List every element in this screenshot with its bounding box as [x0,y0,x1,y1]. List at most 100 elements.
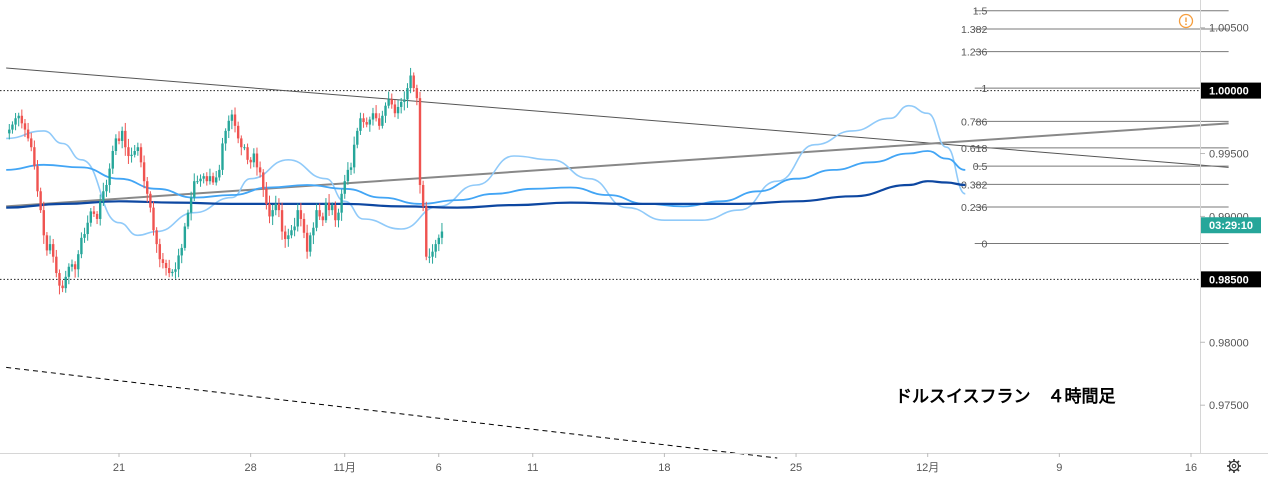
candle-body [331,205,334,211]
price-tick-label: 0.99500 [1209,149,1249,161]
candle [299,202,303,227]
candle-body [95,213,99,219]
candle-body [133,151,136,155]
candle [196,175,199,185]
candle [271,204,274,226]
candle-body [152,207,155,231]
candle [183,222,187,251]
candle-body [177,255,180,270]
price-label-box [1201,217,1261,234]
candle [421,180,425,212]
candle-body [8,129,11,134]
candle [243,144,246,151]
candle-body [80,237,83,255]
candle-body [268,203,271,217]
candle-body [425,206,428,257]
candle-body [193,181,196,198]
candle-body [55,256,58,274]
candle [381,110,384,129]
candle [406,83,409,108]
price-label-text: 0.98500 [1209,274,1249,286]
candle-body [17,115,20,119]
candle [64,270,67,293]
fib-level-label: 0.786 [961,116,987,128]
candle-body [23,123,27,130]
candle [290,224,293,239]
candle-body [215,177,218,183]
candle [431,244,434,264]
candle-body [111,151,114,169]
fibonacci-retracement[interactable]: 1.6181.51.3821.23610.7860.6180.50.3820.2… [961,0,1229,250]
candle-body [61,285,64,289]
time-axis[interactable]: 21 28 11月 6 11 18 25 12月 9 16 [113,453,1197,474]
candle-body [343,181,346,194]
candle [161,253,165,269]
trendline-rising-trendline [6,122,1229,208]
candle [177,248,180,278]
settings-gear-icon[interactable] [1227,459,1241,473]
candle-body [117,138,121,141]
alert-icon[interactable] [1178,13,1194,29]
candle [340,189,343,221]
candle-body [378,118,381,126]
candle-body [374,113,378,119]
candle [409,67,412,94]
candle-body [365,122,368,125]
fib-level-label: 0.382 [961,179,987,191]
candle [193,173,196,201]
price-labels: 1.00000 0.98500 03:29:10 [1201,82,1261,288]
candle [95,211,99,225]
candle-body [105,184,108,192]
candle [384,102,387,123]
candle [418,91,422,194]
candle-body [356,130,359,145]
candle-body [318,210,321,217]
candle [349,162,353,176]
candle-body [227,120,230,131]
candle [365,117,368,128]
candle [124,122,127,156]
candle [73,261,77,278]
candle [92,206,96,218]
candle-body [434,244,437,252]
candle [180,243,183,264]
candle [265,182,268,210]
candle [387,91,390,109]
candle-body [393,104,397,114]
candle-body [230,114,234,121]
candle [252,148,256,168]
candle-body [359,118,362,131]
candle-body [390,99,393,105]
candle-body [403,99,406,102]
moving-averages [6,104,966,237]
candle [167,259,171,278]
candle-body [67,266,71,277]
candle [33,140,36,170]
candle [434,239,437,258]
candle-body [164,262,168,269]
candle-body [89,211,93,223]
candle [437,234,441,252]
candle [255,147,259,176]
candle-body [58,273,61,286]
trendline-upper-resistance [6,67,1229,168]
candle [130,147,133,163]
candle [283,225,287,248]
candle-body [218,169,221,178]
time-tick-label: 21 [113,462,125,474]
candle [205,172,209,186]
candle [268,195,271,224]
candle [362,113,365,128]
chart-annotation: ドルスイスフラン ４時間足 [895,386,1116,406]
price-label-box [1201,271,1261,288]
candle [359,112,362,135]
fib-level-label: 0.618 [961,143,987,155]
candle [171,269,174,277]
candle [368,116,372,132]
candle [315,203,318,232]
candle-body [415,88,419,99]
candle-body [287,235,290,240]
candle [296,203,299,232]
time-tick-label: 18 [658,462,670,474]
